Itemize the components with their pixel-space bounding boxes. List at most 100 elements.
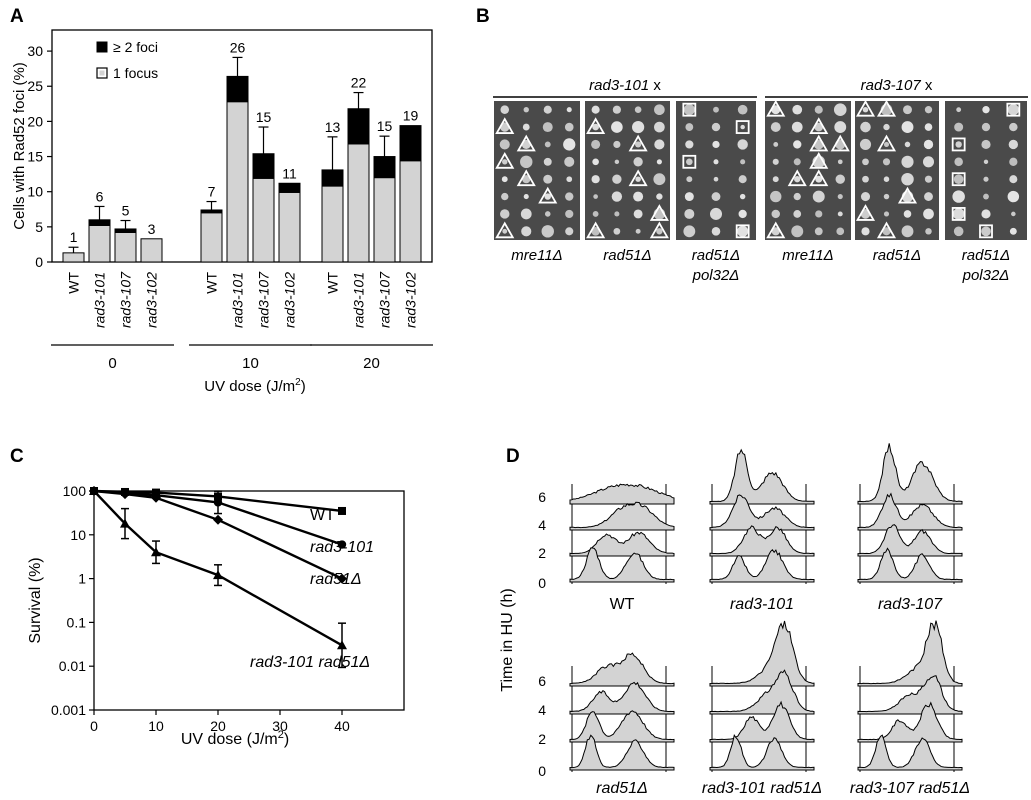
colony <box>904 141 911 148</box>
histogram-trace <box>709 733 815 771</box>
bar-one-focus <box>226 101 249 263</box>
bar-multi-foci <box>252 153 275 179</box>
triangle-marker <box>495 151 515 169</box>
colony <box>654 121 665 133</box>
colony <box>611 191 623 202</box>
colony <box>793 140 802 149</box>
histogram-trace <box>857 701 963 743</box>
colony <box>592 123 599 131</box>
colony <box>684 208 695 219</box>
data-point <box>337 640 347 650</box>
y-tick-label: 0.1 <box>67 614 87 630</box>
data-point <box>213 570 223 580</box>
triangle-marker <box>809 117 829 134</box>
colony <box>711 192 721 201</box>
legend-label-one-focus: 1 focus <box>113 65 158 81</box>
triangle-marker <box>628 169 648 187</box>
triangle-marker <box>876 134 897 152</box>
histogram-strain-label: rad3-101 <box>730 596 794 613</box>
triangle-marker <box>809 169 829 187</box>
colony <box>954 122 964 132</box>
colony <box>614 211 620 217</box>
colony <box>981 122 991 132</box>
colony <box>770 190 782 203</box>
colony <box>737 104 748 115</box>
colony <box>739 193 746 200</box>
colony <box>882 227 891 236</box>
colony <box>1011 211 1016 217</box>
colony <box>740 159 746 165</box>
y-tick-label: 100 <box>63 483 87 499</box>
colony <box>686 158 693 166</box>
y-tick-label: 0.01 <box>59 658 86 674</box>
colony <box>634 106 642 113</box>
histogram-rad3-101-rad51 <box>709 620 815 772</box>
colony <box>922 156 935 168</box>
group-dose-label: 20 <box>363 355 380 372</box>
colony <box>591 175 600 184</box>
colony <box>952 208 965 220</box>
triangle-marker <box>855 99 876 117</box>
triangle-marker <box>787 169 807 187</box>
colony <box>684 192 694 202</box>
histogram-trace <box>709 525 815 557</box>
triangle-marker <box>516 169 536 187</box>
bar-one-focus <box>114 231 137 263</box>
panel-letter-b: B <box>476 6 490 27</box>
colony <box>883 141 890 147</box>
y-tick-label: 1 <box>78 571 86 587</box>
bar-one-focus <box>399 160 422 263</box>
time-label: 6 <box>538 489 546 505</box>
colony <box>833 103 847 116</box>
triangle-marker <box>586 117 606 134</box>
colony <box>683 225 696 238</box>
colony <box>772 176 779 183</box>
colony <box>565 209 574 219</box>
colony <box>500 105 510 114</box>
bar-count-label: 5 <box>122 203 130 219</box>
square-marker <box>682 154 697 169</box>
colony <box>953 174 964 184</box>
plate-label: mre11Δ <box>511 247 562 264</box>
data-point <box>338 506 346 515</box>
colony <box>835 174 845 184</box>
panel-c-survival-chart: 0.001 0.01 0.1 1 10 100 0 10 20 30 40 Survival (%) U… <box>27 483 405 748</box>
histogram-trace <box>709 448 815 505</box>
y-axis-label: Time in HU (h) <box>499 588 516 691</box>
colony <box>924 175 933 183</box>
colony <box>633 209 643 219</box>
bar-count-label: 22 <box>351 75 367 91</box>
colony <box>883 123 890 131</box>
histogram-rad3-107-rad51 <box>857 620 963 772</box>
group-dose-label: 10 <box>242 355 259 372</box>
y-tick-label: 5 <box>35 219 43 235</box>
histogram-trace <box>857 492 963 531</box>
bar-multi-foci <box>373 156 396 179</box>
colony <box>1008 139 1018 150</box>
colony <box>903 105 912 115</box>
colony <box>713 159 719 165</box>
colony <box>521 226 532 237</box>
histogram-rad3-107 <box>857 443 963 584</box>
data-point <box>337 540 347 549</box>
colony <box>501 176 508 183</box>
x-tick-label: rad3-101 <box>230 272 246 328</box>
histogram-trace <box>569 652 675 687</box>
triangle-marker <box>516 134 536 152</box>
colony <box>952 190 965 203</box>
colony <box>860 121 871 133</box>
legend-label-multi-foci: ≥ 2 foci <box>113 39 158 55</box>
colony <box>773 142 779 147</box>
triangle-marker <box>830 134 850 152</box>
triangle-marker <box>766 221 786 239</box>
colony <box>523 194 529 200</box>
colony <box>564 156 575 167</box>
colony <box>862 158 869 166</box>
y-tick-label: 20 <box>27 113 43 129</box>
time-label: 2 <box>538 731 546 747</box>
square-marker <box>979 224 993 239</box>
cross-strain: rad3-107 <box>861 77 922 94</box>
colony <box>814 105 823 114</box>
square-marker <box>735 120 750 134</box>
x-tick-label: WT <box>204 272 220 294</box>
